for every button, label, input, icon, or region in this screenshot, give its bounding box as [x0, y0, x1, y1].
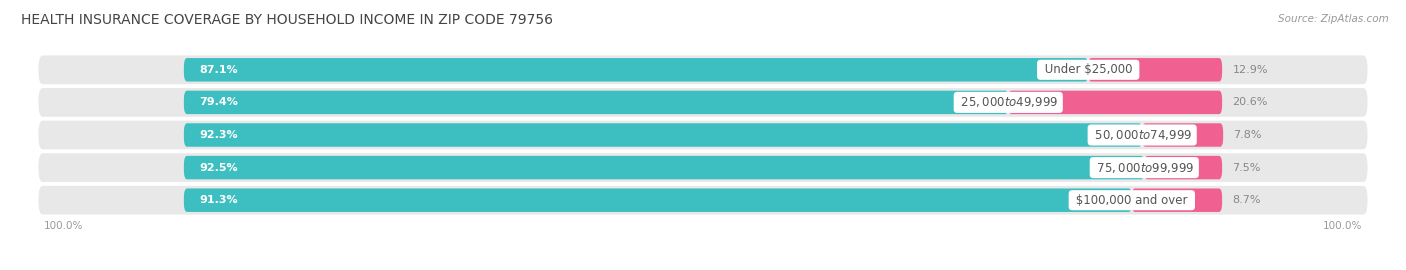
FancyBboxPatch shape: [38, 121, 1368, 149]
Text: Under $25,000: Under $25,000: [1040, 63, 1136, 76]
FancyBboxPatch shape: [38, 88, 1368, 117]
Text: 7.8%: 7.8%: [1233, 130, 1263, 140]
FancyBboxPatch shape: [38, 186, 1368, 215]
Text: 8.7%: 8.7%: [1233, 195, 1261, 205]
FancyBboxPatch shape: [38, 55, 1368, 84]
FancyBboxPatch shape: [184, 123, 1142, 147]
FancyBboxPatch shape: [184, 188, 1132, 212]
FancyBboxPatch shape: [1144, 156, 1222, 179]
Text: 7.5%: 7.5%: [1233, 163, 1261, 173]
Text: $50,000 to $74,999: $50,000 to $74,999: [1091, 128, 1194, 142]
Text: 12.9%: 12.9%: [1233, 65, 1268, 75]
Text: $25,000 to $49,999: $25,000 to $49,999: [957, 95, 1059, 109]
FancyBboxPatch shape: [184, 156, 1144, 179]
FancyBboxPatch shape: [1008, 91, 1222, 114]
Text: $100,000 and over: $100,000 and over: [1073, 194, 1191, 207]
Text: 91.3%: 91.3%: [200, 195, 238, 205]
Text: 87.1%: 87.1%: [200, 65, 238, 75]
Text: 79.4%: 79.4%: [200, 97, 238, 107]
FancyBboxPatch shape: [184, 91, 1008, 114]
Text: 92.3%: 92.3%: [200, 130, 238, 140]
Text: Source: ZipAtlas.com: Source: ZipAtlas.com: [1278, 14, 1389, 23]
Text: 92.5%: 92.5%: [200, 163, 238, 173]
Text: $75,000 to $99,999: $75,000 to $99,999: [1094, 161, 1195, 175]
Text: HEALTH INSURANCE COVERAGE BY HOUSEHOLD INCOME IN ZIP CODE 79756: HEALTH INSURANCE COVERAGE BY HOUSEHOLD I…: [21, 14, 553, 28]
FancyBboxPatch shape: [1142, 123, 1223, 147]
FancyBboxPatch shape: [38, 153, 1368, 182]
FancyBboxPatch shape: [1088, 58, 1222, 82]
FancyBboxPatch shape: [1132, 188, 1222, 212]
FancyBboxPatch shape: [184, 58, 1088, 82]
Text: 100.0%: 100.0%: [44, 221, 83, 231]
Text: 100.0%: 100.0%: [1323, 221, 1362, 231]
Text: 20.6%: 20.6%: [1233, 97, 1268, 107]
